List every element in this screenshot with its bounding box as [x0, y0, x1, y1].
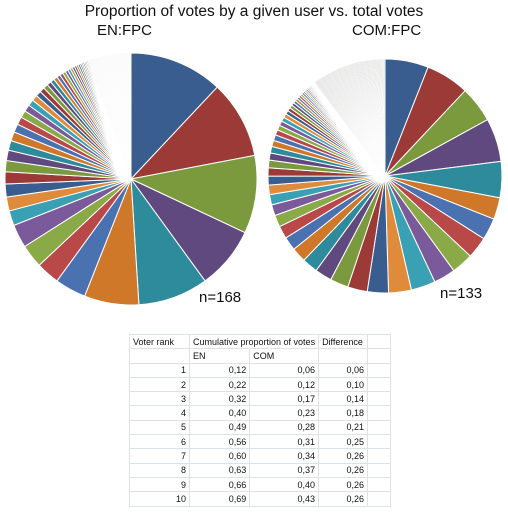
table-row: 9 0,66 0,40 0,26 — [129, 476, 392, 493]
table-row: 4 0,40 0,23 0,18 — [129, 405, 392, 421]
table-row: 8 0,63 0,37 0,26 — [129, 462, 392, 478]
pie-slice — [383, 58, 386, 177]
table-cell: 0,43 — [249, 491, 320, 507]
table-cell: 0,23 — [249, 405, 320, 421]
table-cell: 0,26 — [318, 448, 369, 464]
subheader-cell: COM — [249, 348, 320, 364]
header-cell: Difference — [318, 333, 369, 350]
table-cell: 0,12 — [249, 376, 320, 393]
table-row: 10 0,69 0,43 0,26 — [129, 491, 392, 507]
table-cell: 0,28 — [249, 419, 320, 436]
table-cell-empty — [367, 391, 392, 407]
table-row: 6 0,56 0,31 0,25 — [129, 434, 392, 450]
table-cell: 0,69 — [188, 491, 251, 507]
pie-label-en: EN:FPC — [97, 22, 153, 39]
table-cell: 0,34 — [249, 448, 320, 464]
table-cell: 0,56 — [188, 434, 251, 450]
table-cell-empty — [367, 376, 392, 393]
table-row: 2 0,22 0,12 0,10 — [129, 376, 392, 393]
table-cell: 10 — [129, 491, 190, 507]
votes-table: Voter rank Cumulative proportion of vote… — [129, 333, 392, 507]
n-label-com: n=133 — [440, 285, 483, 302]
table-cell: 0,26 — [318, 491, 369, 507]
table-cell: 0,66 — [188, 476, 251, 493]
pie-slice — [129, 154, 258, 234]
subheader-cell: EN — [188, 348, 251, 364]
table-cell: 5 — [129, 419, 190, 436]
table-cell: 0,60 — [188, 448, 251, 464]
table-body: 1 0,12 0,06 0,06 2 0,22 0,12 0,10 3 0,32 0,17 0,14 4… — [129, 362, 392, 507]
pie-charts — [4, 52, 503, 306]
table-cell-empty — [367, 362, 392, 378]
n-label-en: n=168 — [199, 289, 242, 306]
header-cell — [367, 333, 392, 350]
table-cell-empty — [367, 434, 392, 450]
table-cell: 0,63 — [188, 462, 251, 478]
table-header-row: Voter rank Cumulative proportion of vote… — [129, 333, 392, 350]
subheader-cell — [318, 348, 369, 364]
table-cell: 0,26 — [318, 476, 369, 493]
table-cell: 0,49 — [188, 419, 251, 436]
table-cell: 6 — [129, 434, 190, 450]
subheader-cell — [367, 348, 392, 364]
table-cell: 0,40 — [249, 476, 320, 493]
table-cell: 0,32 — [188, 391, 251, 407]
table-cell: 0,25 — [318, 434, 369, 450]
page-title: Proportion of votes by a given user vs. … — [84, 3, 424, 20]
table-cell: 0,26 — [318, 462, 369, 478]
table-cell-empty — [367, 476, 392, 493]
table-cell-empty — [367, 448, 392, 464]
table-cell: 9 — [129, 476, 190, 493]
table-cell-empty — [367, 405, 392, 421]
table-row: 3 0,32 0,17 0,14 — [129, 391, 392, 407]
table-row: 1 0,12 0,06 0,06 — [129, 362, 392, 378]
table-cell: 0,40 — [188, 405, 251, 421]
table-cell: 0,22 — [188, 376, 251, 393]
table-row: 5 0,49 0,28 0,21 — [129, 419, 392, 436]
table-cell-empty — [367, 491, 392, 507]
table-cell-empty — [367, 419, 392, 436]
table-cell: 0,06 — [318, 362, 369, 378]
table-cell: 0,31 — [249, 434, 320, 450]
table-cell: 8 — [129, 462, 190, 478]
table-cell: 0,14 — [318, 391, 369, 407]
header-cell: Cumulative proportion of votes — [188, 333, 320, 350]
table-cell: 7 — [129, 448, 190, 464]
pie-com — [267, 58, 503, 294]
table-cell: 0,12 — [188, 362, 251, 378]
table-cell: 2 — [129, 376, 190, 393]
table-cell: 0,21 — [318, 419, 369, 436]
header-cell: Voter rank — [129, 333, 190, 350]
table-cell: 0,10 — [318, 376, 369, 393]
table-cell: 1 — [129, 362, 190, 378]
table-cell: 4 — [129, 405, 190, 421]
pie-label-com: COM:FPC — [352, 22, 422, 39]
pie-slice — [129, 86, 256, 180]
table-cell-empty — [367, 462, 392, 478]
table-cell: 0,06 — [249, 362, 320, 378]
table-cell: 0,17 — [249, 391, 320, 407]
subheader-cell — [129, 348, 190, 364]
table-subheader-row: EN COM — [129, 348, 392, 364]
table-cell: 0,37 — [249, 462, 320, 478]
table-cell: 3 — [129, 391, 190, 407]
pie-slice — [130, 52, 218, 181]
table-cell: 0,18 — [318, 405, 369, 421]
pie-en — [4, 52, 258, 306]
table-row: 7 0,60 0,34 0,26 — [129, 448, 392, 464]
